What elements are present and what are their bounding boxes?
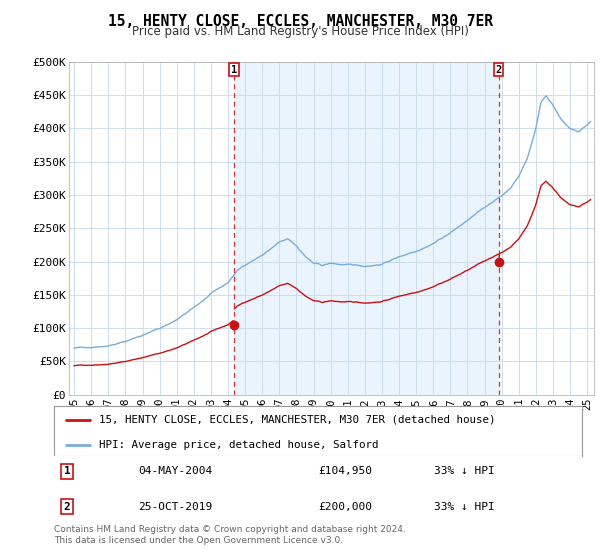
- Text: 25-OCT-2019: 25-OCT-2019: [139, 502, 213, 512]
- Text: 33% ↓ HPI: 33% ↓ HPI: [434, 502, 495, 512]
- Text: 33% ↓ HPI: 33% ↓ HPI: [434, 466, 495, 476]
- Text: 1: 1: [231, 64, 237, 74]
- Text: £104,950: £104,950: [318, 466, 372, 476]
- Text: HPI: Average price, detached house, Salford: HPI: Average price, detached house, Salf…: [99, 440, 379, 450]
- Bar: [234, 62, 499, 395]
- Text: 2: 2: [496, 64, 502, 74]
- Text: £200,000: £200,000: [318, 502, 372, 512]
- Text: 15, HENTY CLOSE, ECCLES, MANCHESTER, M30 7ER (detached house): 15, HENTY CLOSE, ECCLES, MANCHESTER, M30…: [99, 414, 496, 424]
- Text: 04-MAY-2004: 04-MAY-2004: [139, 466, 213, 476]
- Text: Contains HM Land Registry data © Crown copyright and database right 2024.
This d: Contains HM Land Registry data © Crown c…: [54, 525, 406, 545]
- Text: 1: 1: [64, 466, 71, 476]
- Text: 15, HENTY CLOSE, ECCLES, MANCHESTER, M30 7ER: 15, HENTY CLOSE, ECCLES, MANCHESTER, M30…: [107, 14, 493, 29]
- Text: 2: 2: [64, 502, 71, 512]
- Text: Price paid vs. HM Land Registry's House Price Index (HPI): Price paid vs. HM Land Registry's House …: [131, 25, 469, 38]
